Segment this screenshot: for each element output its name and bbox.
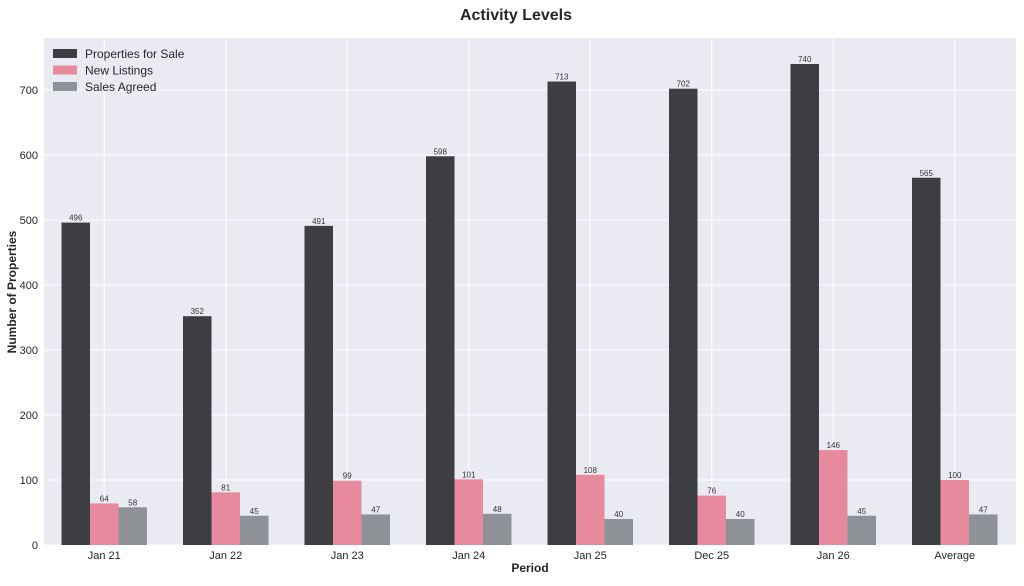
legend-swatch bbox=[53, 82, 77, 91]
bar-properties-for-sale bbox=[790, 64, 819, 545]
bar-value-label: 713 bbox=[555, 73, 569, 82]
y-axis-label: Number of Properties bbox=[5, 230, 19, 353]
bar-value-label: 40 bbox=[736, 510, 745, 519]
x-tick-label: Dec 25 bbox=[694, 550, 729, 562]
x-axis-ticks: Jan 21 Jan 22 Jan 23 Jan 24 Jan 25 Dec 25 Jan … bbox=[88, 550, 975, 562]
legend-label: Properties for Sale bbox=[85, 47, 185, 61]
bar-value-label: 101 bbox=[462, 470, 476, 479]
bar-value-label: 352 bbox=[191, 307, 205, 316]
bar-sales-agreed bbox=[240, 515, 269, 545]
bar-properties-for-sale bbox=[304, 225, 333, 545]
bar-properties-for-sale bbox=[183, 316, 212, 545]
bar-value-label: 598 bbox=[434, 147, 448, 156]
bar-properties-for-sale bbox=[426, 156, 455, 546]
y-tick-label: 200 bbox=[20, 410, 38, 422]
bar-new-listings bbox=[697, 495, 726, 545]
bar-value-label: 47 bbox=[371, 505, 380, 514]
legend-label: Sales Agreed bbox=[85, 80, 156, 94]
legend-label: New Listings bbox=[85, 64, 153, 78]
bar-new-listings bbox=[211, 492, 240, 545]
bar-value-label: 108 bbox=[584, 466, 598, 475]
bar-sales-agreed bbox=[969, 514, 998, 545]
bar-value-label: 496 bbox=[69, 214, 83, 223]
x-tick-label: Jan 22 bbox=[209, 550, 242, 562]
bar-value-label: 702 bbox=[677, 80, 691, 89]
x-tick-label: Jan 21 bbox=[88, 550, 121, 562]
x-axis-label: Period bbox=[511, 561, 548, 575]
y-tick-label: 300 bbox=[20, 345, 38, 357]
bar-value-label: 40 bbox=[614, 510, 623, 519]
bar-properties-for-sale bbox=[61, 222, 90, 545]
bar-sales-agreed bbox=[118, 507, 147, 545]
bar-value-label: 58 bbox=[128, 498, 137, 507]
y-tick-label: 500 bbox=[20, 215, 38, 227]
bar-value-label: 146 bbox=[827, 441, 841, 450]
bar-sales-agreed bbox=[847, 515, 876, 545]
bar-value-label: 64 bbox=[100, 494, 109, 503]
bars: 496 352 491 598 713 702 740 565 64 81 99 101 108 76 14… bbox=[61, 55, 998, 546]
bar-value-label: 100 bbox=[948, 471, 962, 480]
bar-value-label: 48 bbox=[493, 505, 502, 514]
bar-new-listings bbox=[576, 474, 605, 545]
legend-swatch bbox=[53, 65, 77, 75]
y-tick-label: 100 bbox=[20, 475, 38, 487]
y-axis-ticks: 0 100 200 300 400 500 600 700 bbox=[20, 85, 38, 552]
bar-new-listings bbox=[454, 479, 483, 545]
x-tick-label: Jan 23 bbox=[331, 550, 364, 562]
bar-sales-agreed bbox=[604, 519, 633, 545]
legend: Properties for Sale New Listings Sales Agr… bbox=[53, 47, 185, 94]
bar-new-listings bbox=[90, 503, 119, 545]
x-tick-label: Jan 24 bbox=[452, 550, 485, 562]
bar-properties-for-sale bbox=[669, 88, 698, 545]
bar-new-listings bbox=[940, 480, 969, 545]
bar-value-label: 565 bbox=[920, 169, 934, 178]
x-tick-label: Average bbox=[934, 550, 975, 562]
bar-value-label: 47 bbox=[979, 505, 988, 514]
bar-properties-for-sale bbox=[547, 81, 576, 546]
y-tick-label: 400 bbox=[20, 280, 38, 292]
chart-title: Activity Levels bbox=[460, 7, 572, 24]
x-tick-label: Jan 25 bbox=[574, 550, 607, 562]
bar-new-listings bbox=[819, 450, 848, 545]
x-tick-label: Jan 26 bbox=[817, 550, 850, 562]
legend-swatch bbox=[53, 49, 77, 58]
bar-properties-for-sale bbox=[912, 177, 941, 545]
bar-sales-agreed bbox=[726, 519, 755, 545]
bar-value-label: 99 bbox=[343, 472, 352, 481]
y-tick-label: 700 bbox=[20, 85, 38, 97]
bar-sales-agreed bbox=[483, 513, 512, 545]
y-tick-label: 600 bbox=[20, 150, 38, 162]
bar-value-label: 45 bbox=[857, 507, 866, 516]
bar-value-label: 76 bbox=[707, 487, 716, 496]
bar-value-label: 491 bbox=[312, 217, 326, 226]
y-tick-label: 0 bbox=[32, 540, 38, 552]
bar-value-label: 45 bbox=[250, 507, 259, 516]
bar-sales-agreed bbox=[361, 514, 390, 545]
bar-value-label: 81 bbox=[221, 483, 230, 492]
bar-value-label: 740 bbox=[798, 55, 812, 64]
bar-new-listings bbox=[333, 480, 362, 545]
